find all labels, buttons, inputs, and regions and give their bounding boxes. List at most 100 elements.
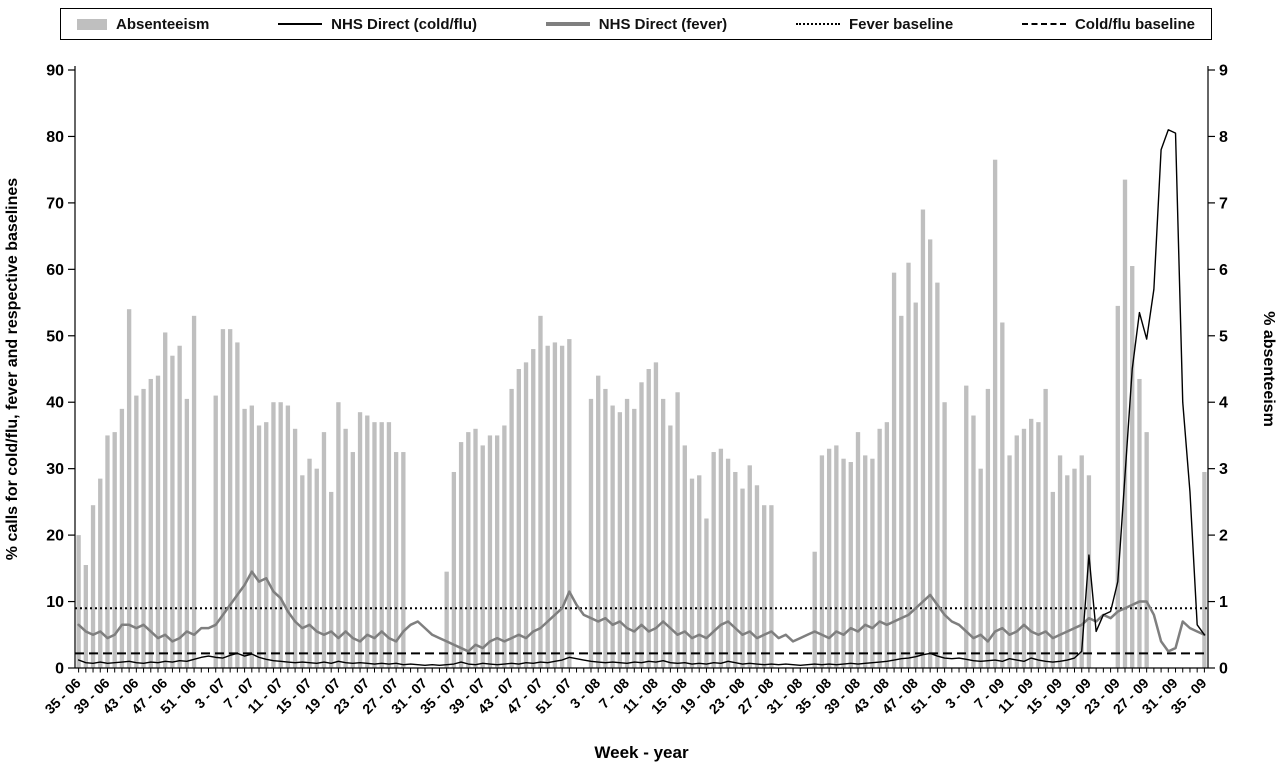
absenteeism-bar: [473, 428, 478, 668]
absenteeism-bar: [733, 471, 738, 668]
absenteeism-bar: [1014, 435, 1019, 668]
legend-item-coldflu-baseline: Cold/flu baseline: [1021, 16, 1195, 33]
legend-item-coldflu-line: NHS Direct (cold/flu): [278, 16, 477, 33]
absenteeism-bar: [1144, 432, 1149, 668]
absenteeism-bar: [660, 398, 666, 668]
absenteeism-bar: [711, 452, 716, 668]
legend-label-coldflu: NHS Direct (cold/flu): [331, 15, 477, 33]
absenteeism-bar: [98, 478, 103, 668]
absenteeism-bar: [451, 471, 457, 668]
absenteeism-bar: [307, 458, 312, 668]
absenteeism-bar: [877, 428, 882, 668]
y-right-tick-label: 1: [1219, 594, 1228, 611]
absenteeism-bar: [848, 462, 853, 668]
y-left-tick-label: 20: [46, 528, 64, 545]
absenteeism-bar: [90, 505, 96, 668]
absenteeism-bar: [1079, 455, 1084, 668]
absenteeism-bar: [646, 369, 651, 668]
absenteeism-bar: [704, 518, 709, 668]
y-left-tick-label: 60: [46, 262, 64, 279]
absenteeism-bar: [271, 402, 276, 668]
absenteeism-bar: [321, 432, 327, 668]
absenteeism-bar: [754, 485, 760, 668]
absenteeism-bar: [264, 422, 269, 668]
nhs-coldflu-line: [77, 129, 1206, 667]
absenteeism-bar: [278, 402, 283, 668]
absenteeism-bar: [516, 369, 521, 668]
absenteeism-bar: [466, 432, 471, 668]
y-right-tick-label: 9: [1219, 63, 1228, 80]
x-axis-title: Week - year: [594, 743, 689, 762]
absenteeism-bar: [480, 445, 485, 668]
absenteeism-bar: [964, 385, 969, 668]
absenteeism-bar: [523, 362, 529, 668]
absenteeism-bar: [502, 425, 507, 668]
absenteeism-bar: [155, 375, 161, 668]
absenteeism-bar: [134, 395, 139, 668]
absenteeism-bar: [985, 388, 991, 668]
coldflu-baseline-swatch-icon: [1021, 23, 1066, 25]
absenteeism-bar: [357, 412, 363, 668]
absenteeism-bar: [769, 505, 774, 668]
absenteeism-bar: [596, 375, 601, 668]
legend-label-fever: NHS Direct (fever): [598, 15, 728, 33]
absenteeism-bar: [1057, 455, 1063, 668]
absenteeism-bar: [191, 315, 197, 668]
absenteeism-bar: [487, 435, 493, 668]
absenteeism-bar: [213, 395, 218, 668]
absenteeism-bar: [610, 405, 615, 668]
absenteeism-bar: [863, 455, 868, 668]
absenteeism-bar: [170, 355, 175, 668]
absenteeism-bar: [1007, 455, 1012, 668]
nhs-fever-line: [77, 570, 1206, 653]
y-right-tick-label: 2: [1219, 528, 1228, 545]
fever-line-swatch-icon: [545, 22, 590, 26]
x-tick-label: 3 - 09: [942, 675, 979, 712]
absenteeism-bar: [559, 345, 565, 668]
absenteeism-bar: [870, 458, 875, 668]
absenteeism-bar: [509, 388, 514, 668]
absenteeism-bar: [249, 405, 254, 668]
absenteeism-bar: [285, 405, 291, 668]
y-left-tick-label: 70: [46, 195, 64, 212]
absenteeism-bar: [256, 425, 262, 668]
absenteeism-bar: [458, 442, 464, 668]
absenteeism-bar: [314, 468, 319, 668]
absenteeism-bar: [906, 262, 911, 668]
absenteeism-bar: [942, 402, 947, 668]
y-left-tick-label: 90: [46, 63, 64, 80]
absenteeism-bar: [105, 435, 110, 668]
absenteeism-bar: [112, 432, 117, 668]
absenteeism-bar: [624, 398, 630, 668]
absenteeism-bar: [639, 382, 644, 668]
absenteeism-bar: [227, 329, 233, 668]
legend-item-absenteeism: Absenteeism: [77, 16, 209, 33]
y-right-axis-title: % absenteeism: [1260, 311, 1277, 427]
y-axis-left: 0 10 20 30 40 50 60 70 80 90: [46, 63, 75, 678]
absenteeism-bar: [365, 415, 370, 668]
absenteeism-bar: [855, 432, 861, 668]
y-right-tick-label: 7: [1219, 195, 1228, 212]
absenteeism-bar: [740, 488, 745, 668]
absenteeism-bar: [1036, 422, 1041, 668]
y-left-tick-label: 0: [55, 661, 64, 678]
y-left-tick-label: 30: [46, 461, 64, 478]
y-axis-right: 0 1 2 3 4 5 6 7 8 9: [1208, 63, 1228, 678]
absenteeism-bar: [718, 448, 724, 668]
absenteeism-bar: [1130, 266, 1135, 668]
absenteeism-bar: [675, 392, 680, 668]
y-right-tick-label: 3: [1219, 461, 1228, 478]
absenteeism-bar: [682, 445, 687, 668]
x-tick-label: 3 - 07: [191, 675, 228, 712]
absenteeism-bar: [552, 342, 558, 668]
absenteeism-bar: [653, 362, 659, 668]
absenteeism-bar: [336, 402, 341, 668]
legend-label-fever-baseline: Fever baseline: [848, 15, 954, 33]
y-left-tick-label: 50: [46, 328, 64, 345]
absenteeism-bar: [588, 398, 594, 668]
absenteeism-bar: [343, 428, 348, 668]
absenteeism-bar: [913, 302, 918, 668]
y-left-axis-title: % calls for cold/flu, fever and respecti…: [4, 178, 21, 560]
absenteeism-bar: [1202, 471, 1207, 668]
